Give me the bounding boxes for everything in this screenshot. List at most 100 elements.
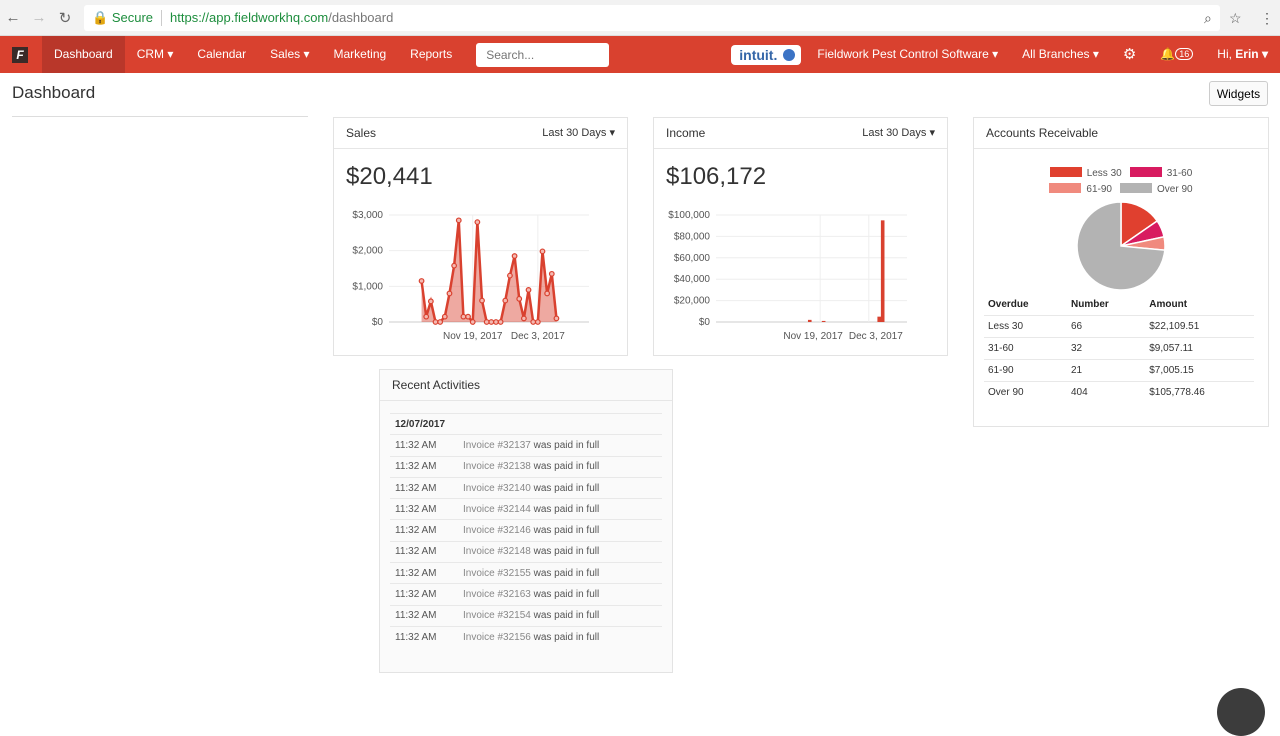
address-bar[interactable]: 🔒 Secure https://app.fieldworkhq.com/das… [84, 4, 1220, 31]
branches-menu[interactable]: All Branches ▾ [1022, 47, 1099, 61]
invoice-link[interactable]: Invoice #32156 [463, 631, 531, 643]
invoice-link[interactable]: Invoice #32155 [463, 567, 531, 579]
activity-text: was paid in full [530, 525, 600, 537]
invoice-link[interactable]: Invoice #32137 [463, 439, 531, 451]
cell: $7,005.15 [1145, 359, 1254, 382]
sales-point [497, 319, 504, 325]
table-row: Less 30 66 $22,109.51 [984, 315, 1254, 338]
activity-time: 11:32 AM [390, 455, 458, 478]
reload-icon[interactable]: ↻ [58, 9, 72, 27]
activity-row: 11:32 AM Invoice #32146 was paid in full [390, 519, 662, 542]
sales-point [530, 319, 537, 325]
accounts-receivable-widget: Accounts Receivable Less 30 31-60 61-90 … [973, 117, 1269, 427]
widget-title: Accounts Receivable [986, 126, 1099, 140]
app-logo[interactable]: F [12, 46, 28, 63]
range-dropdown[interactable]: Last 30 Days ▾ [542, 127, 615, 139]
activity-row: 11:32 AM Invoice #32154 was paid in full [390, 604, 662, 627]
invoice-link[interactable]: Invoice #32148 [463, 546, 531, 558]
activity-text: was paid in full [530, 589, 600, 601]
sales-total: $20,441 [346, 163, 433, 190]
cell: 31-60 [984, 337, 1067, 360]
income-bar [821, 320, 826, 322]
y-tick-label: $40,000 [674, 274, 711, 285]
user-name: Erin ▾ [1235, 47, 1268, 61]
legend-item[interactable]: 61-90 [1049, 183, 1112, 195]
sales-point [446, 290, 453, 297]
invoice-link[interactable]: Invoice #32144 [463, 503, 531, 515]
cell: 32 [1067, 337, 1146, 360]
invoice-link[interactable]: Invoice #32140 [463, 482, 531, 494]
x-tick-label: Nov 19, 2017 [783, 331, 843, 342]
nav-marketing[interactable]: Marketing [333, 47, 387, 61]
activity-row: 11:32 AM Invoice #32148 was paid in full [390, 540, 662, 563]
activity-cell: Invoice #32138 was paid in full [458, 455, 662, 478]
sales-point [539, 248, 546, 255]
back-icon[interactable]: ← [5, 9, 21, 26]
sales-point [465, 313, 471, 320]
cell: 404 [1067, 381, 1146, 403]
table-header: Overdue Number Amount [984, 294, 1254, 316]
sales-point [474, 219, 481, 226]
chat-launcher-button[interactable] [1217, 688, 1265, 736]
nav-reports[interactable]: Reports [410, 47, 453, 61]
activity-time: 11:32 AM [390, 434, 458, 457]
y-tick-label: $0 [699, 317, 711, 328]
forward-icon[interactable]: → [31, 9, 47, 26]
intuit-badge[interactable]: intuit. [731, 44, 802, 65]
date-row: 12/07/2017 [390, 412, 662, 435]
invoice-link[interactable]: Invoice #32154 [463, 610, 531, 622]
activity-time: 11:32 AM [390, 540, 458, 563]
widgets-button[interactable]: Widgets [1209, 81, 1268, 106]
search-input[interactable] [476, 42, 610, 67]
y-tick-label: $2,000 [352, 246, 383, 257]
recent-activities-widget: Recent Activities 12/07/2017 11:32 AM Inv… [379, 369, 673, 673]
column-header: Number [1071, 299, 1109, 310]
column-header: Amount [1149, 299, 1188, 310]
range-dropdown[interactable]: Last 30 Days ▾ [862, 127, 935, 139]
invoice-link[interactable]: Invoice #32163 [463, 589, 531, 601]
x-tick-label: Dec 3, 2017 [849, 331, 903, 342]
intuit-logo: intuit. [739, 46, 778, 63]
legend-item[interactable]: 31-60 [1129, 167, 1193, 179]
browser-toolbar: ← → ↻ 🔒 Secure https://app.fieldworkhq.c… [0, 0, 1280, 36]
legend-item[interactable]: Less 30 [1049, 167, 1122, 179]
cell: 21 [1067, 359, 1146, 382]
activity-row: 11:32 AM Invoice #32138 was paid in full [390, 455, 662, 478]
activity-cell: Invoice #32155 was paid in full [458, 562, 662, 584]
company-menu[interactable]: Fieldwork Pest Control Software ▾ [817, 47, 999, 61]
legend-label: 61-90 [1086, 184, 1112, 195]
legend-label: 31-60 [1166, 168, 1193, 179]
menu-icon[interactable]: ⋮ [1260, 10, 1274, 26]
activity-cell: Invoice #32156 was paid in full [458, 625, 662, 648]
widget-title: Sales [346, 126, 377, 140]
sales-point [437, 319, 444, 325]
activity-time: 11:32 AM [390, 583, 458, 606]
url-host: https://app.fieldworkhq.com [170, 10, 329, 25]
y-tick-label: $1,000 [352, 281, 383, 292]
main-nav: F Dashboard CRM ▾ Calendar Sales ▾ Marke… [0, 36, 1280, 73]
notifications-button[interactable]: 🔔 16 [1148, 36, 1205, 73]
activity-row: 11:32 AM Invoice #32155 was paid in full [390, 562, 662, 584]
activity-time: 11:32 AM [390, 604, 458, 627]
nav-dashboard[interactable]: Dashboard [42, 36, 125, 73]
activity-time: 11:32 AM [390, 519, 458, 542]
bell-icon: 🔔 [1160, 47, 1176, 61]
legend-item[interactable]: Over 90 [1120, 183, 1193, 195]
invoice-link[interactable]: Invoice #32146 [463, 525, 531, 537]
nav-crm[interactable]: CRM ▾ [136, 47, 174, 61]
zoom-icon[interactable]: ⌕ [1204, 10, 1212, 26]
income-bar [877, 316, 882, 322]
gear-icon[interactable]: ⚙ [1122, 46, 1137, 63]
nav-sales[interactable]: Sales ▾ [270, 47, 310, 61]
income-bar [807, 319, 812, 322]
activity-row: 11:32 AM Invoice #32163 was paid in full [390, 583, 662, 606]
sales-point [553, 315, 560, 322]
user-menu[interactable]: Hi, Erin ▾ [1205, 36, 1280, 73]
invoice-link[interactable]: Invoice #32138 [463, 461, 531, 473]
notification-count: 16 [1175, 48, 1194, 60]
nav-calendar[interactable]: Calendar [197, 47, 247, 61]
sales-point [525, 286, 532, 293]
star-icon[interactable]: ☆ [1229, 10, 1242, 26]
activity-cell: Invoice #32154 was paid in full [458, 604, 662, 627]
y-tick-label: $3,000 [352, 210, 383, 221]
